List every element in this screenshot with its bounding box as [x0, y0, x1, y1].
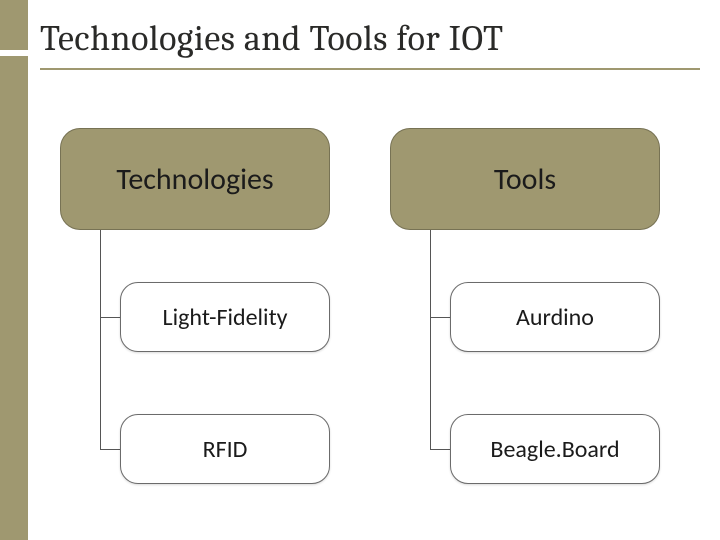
child-rfid: RFID — [120, 414, 330, 484]
accent-bar-top — [0, 0, 28, 50]
child-aurdino: Aurdino — [450, 282, 660, 352]
title-underline — [40, 68, 700, 70]
slide-title: Technologies and Tools for IOT — [40, 18, 504, 59]
column-technologies: Technologies Light-Fidelity RFID — [60, 128, 350, 510]
connector-branch — [430, 449, 450, 450]
column-tools: Tools Aurdino Beagle.Board — [390, 128, 680, 510]
child-light-fidelity: Light-Fidelity — [120, 282, 330, 352]
connector-trunk — [430, 230, 431, 450]
header-technologies: Technologies — [60, 128, 330, 230]
connector-branch — [430, 317, 450, 318]
diagram-columns: Technologies Light-Fidelity RFID Tools A… — [60, 128, 680, 510]
accent-bar-bottom — [0, 56, 28, 540]
child-beagleboard: Beagle.Board — [450, 414, 660, 484]
connector-branch — [100, 317, 120, 318]
connector-branch — [100, 449, 120, 450]
connector-trunk — [100, 230, 101, 450]
header-tools: Tools — [390, 128, 660, 230]
